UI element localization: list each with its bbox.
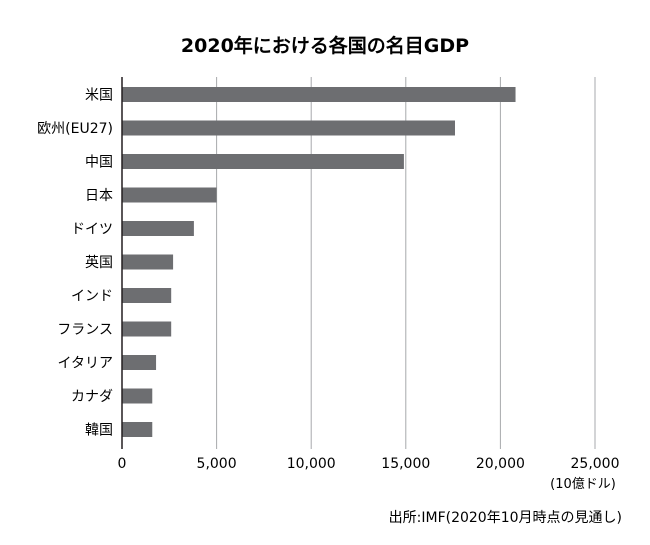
category-label: 中国 <box>85 155 113 171</box>
chart-title: 2020年における各国の名目GDP <box>181 34 469 57</box>
category-label: インド <box>71 289 113 305</box>
tick-label: 20,000 <box>476 456 525 472</box>
bar <box>122 321 172 337</box>
category-label: フランス <box>57 322 113 338</box>
bars <box>122 87 516 437</box>
bar <box>122 154 404 169</box>
bar <box>122 388 153 404</box>
category-label: カナダ <box>71 389 113 405</box>
category-label: ドイツ <box>71 222 113 238</box>
bar <box>122 422 153 437</box>
unit-label: (10億ドル) <box>550 476 616 492</box>
gridlines <box>216 77 596 449</box>
category-label: イタリア <box>58 356 113 372</box>
bar <box>122 355 157 370</box>
tick-label: 25,000 <box>571 456 620 472</box>
category-label: 英国 <box>85 254 113 271</box>
bar <box>122 221 194 236</box>
bar <box>122 254 174 270</box>
tick-label: 15,000 <box>381 456 430 472</box>
bar <box>122 288 172 303</box>
category-label: 米国 <box>85 88 113 104</box>
tick-label: 10,000 <box>287 456 336 472</box>
bar <box>122 87 516 102</box>
tick-label: 5,000 <box>197 456 237 472</box>
bar <box>122 120 455 136</box>
tick-labels: 0 5,000 10,000 15,000 20,000 25,000 <box>118 456 620 472</box>
bar <box>122 187 217 203</box>
tick-label: 0 <box>118 456 127 472</box>
category-label: 欧州(EU27) <box>37 121 113 137</box>
source-note: 出所:IMF(2020年10月時点の見通し) <box>389 510 622 526</box>
category-label: 韓国 <box>85 423 113 439</box>
category-label: 日本 <box>85 188 113 204</box>
